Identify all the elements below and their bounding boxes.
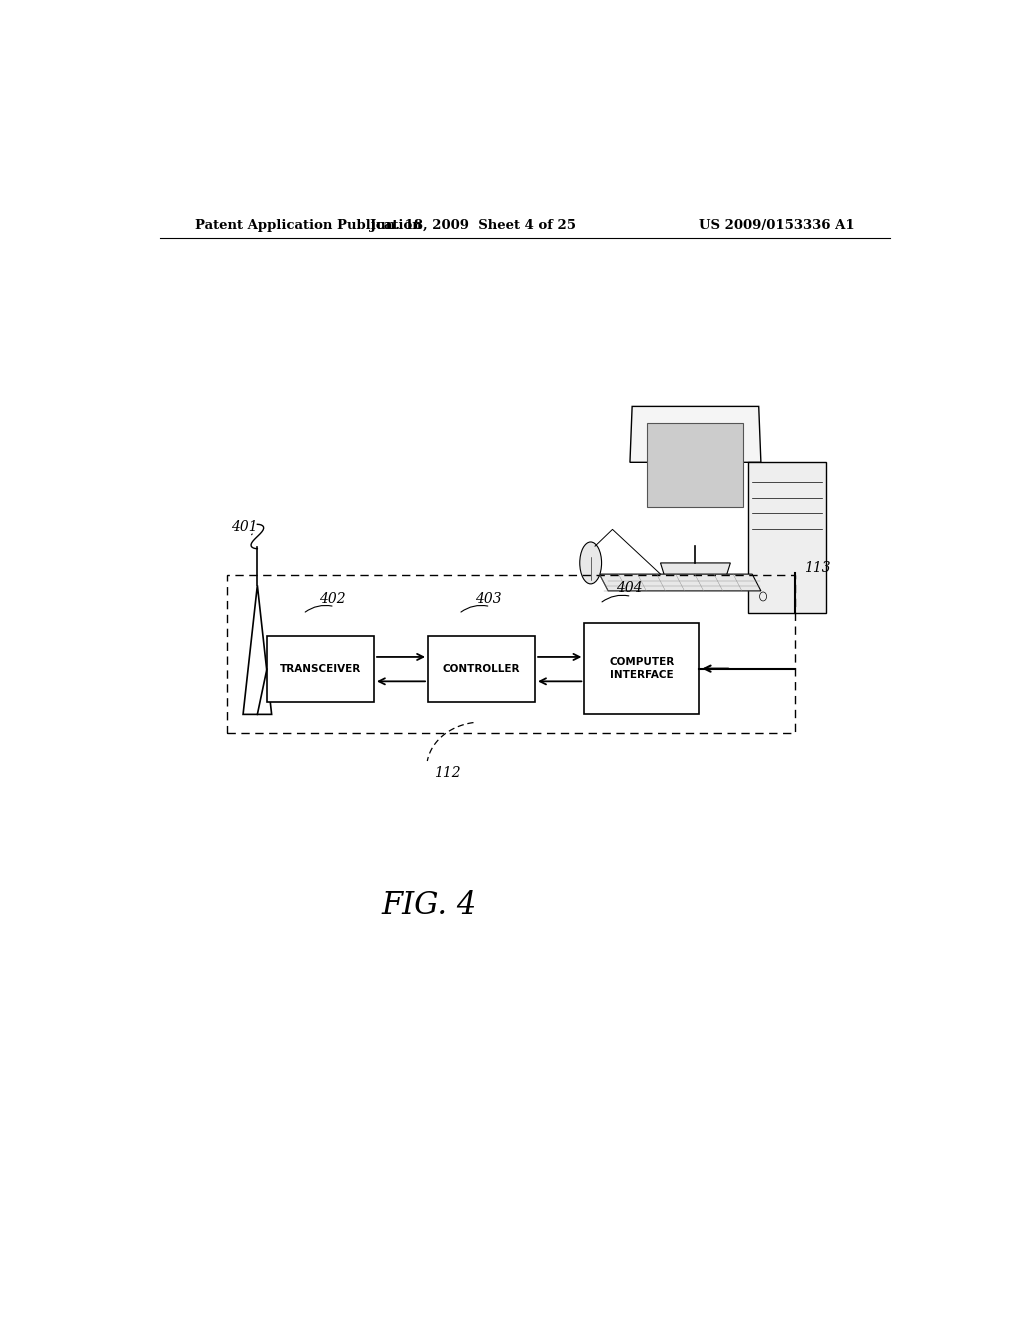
Text: 404: 404 [615,581,642,595]
Text: TRANSCEIVER: TRANSCEIVER [280,664,361,675]
Text: FIG. 4: FIG. 4 [382,890,477,921]
Text: 401: 401 [231,520,258,535]
Polygon shape [647,424,743,507]
Polygon shape [599,574,761,591]
Text: Jun. 18, 2009  Sheet 4 of 25: Jun. 18, 2009 Sheet 4 of 25 [371,219,577,232]
Polygon shape [660,562,730,577]
Text: 113: 113 [804,561,830,576]
Text: 403: 403 [474,591,501,606]
Bar [428,636,536,702]
Bar [267,636,374,702]
Bar [748,462,826,614]
Text: 402: 402 [318,591,345,606]
Text: CONTROLLER: CONTROLLER [442,664,520,675]
Text: 112: 112 [434,766,461,780]
Polygon shape [243,585,271,714]
Ellipse shape [580,543,601,583]
Text: COMPUTER
INTERFACE: COMPUTER INTERFACE [609,657,675,680]
Bar [585,623,699,714]
Text: Patent Application Publication: Patent Application Publication [196,219,422,232]
Bar [227,576,795,733]
Text: US 2009/0153336 A1: US 2009/0153336 A1 [698,219,854,232]
Polygon shape [630,407,761,462]
